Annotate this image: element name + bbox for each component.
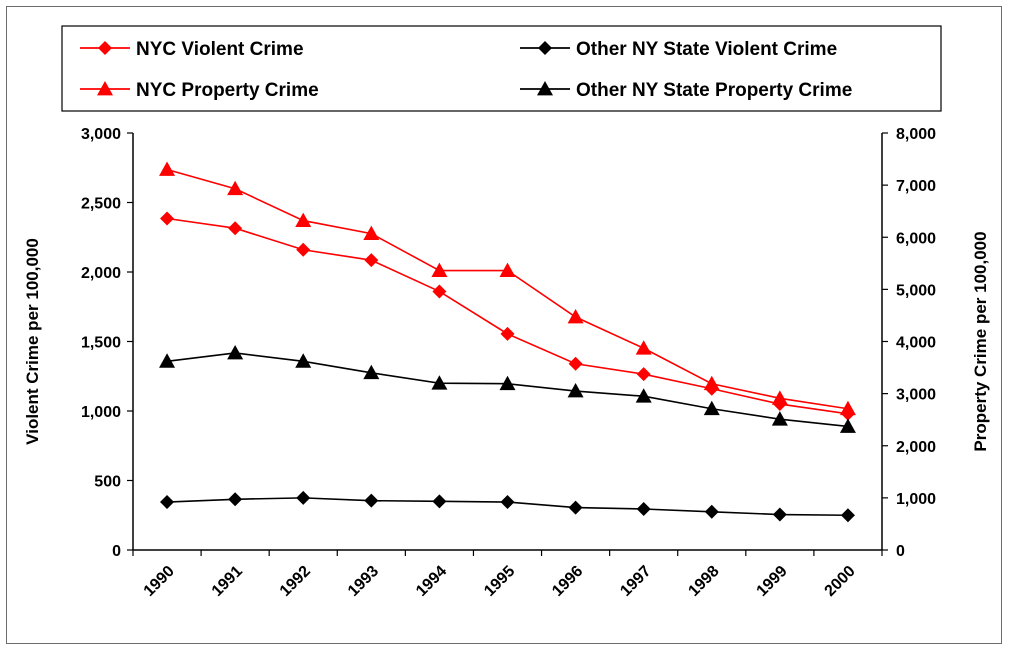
x-tick-label: 1996 bbox=[549, 563, 586, 600]
data-point-triangle bbox=[227, 180, 244, 196]
y-tick-label-left: 0 bbox=[112, 543, 121, 560]
x-tick-label: 2000 bbox=[822, 563, 859, 600]
legend-label: Other NY State Property Crime bbox=[576, 80, 852, 101]
data-point-triangle bbox=[567, 309, 584, 324]
data-point-diamond bbox=[160, 495, 175, 510]
legend-marker bbox=[537, 81, 553, 96]
data-point-triangle bbox=[635, 340, 652, 355]
y-tick-label-left: 2,500 bbox=[81, 196, 121, 213]
y-tick-label-right: 0 bbox=[896, 543, 905, 560]
data-point-diamond bbox=[500, 326, 515, 341]
legend-frame bbox=[61, 25, 942, 112]
data-point-triangle bbox=[159, 161, 176, 176]
y-axis-title-right: Property Crime per 100,000 bbox=[971, 231, 990, 451]
data-point-diamond bbox=[840, 508, 855, 523]
legend-marker bbox=[97, 81, 113, 96]
y-tick-label-right: 8,000 bbox=[896, 126, 936, 143]
x-tick-label: 1992 bbox=[277, 563, 314, 600]
y-tick-label-left: 2,000 bbox=[81, 265, 121, 282]
legend-item: Other NY State Property Crime bbox=[520, 80, 852, 101]
data-point-diamond bbox=[568, 500, 583, 515]
x-tick-label: 1994 bbox=[413, 563, 450, 600]
legend: NYC Violent Crime Other NY State Violent … bbox=[61, 25, 942, 112]
legend-label: NYC Violent Crime bbox=[136, 39, 304, 60]
data-point-diamond bbox=[364, 253, 379, 268]
series-line bbox=[166, 168, 849, 410]
legend-label: NYC Property Crime bbox=[136, 80, 319, 101]
series-layer bbox=[159, 161, 856, 523]
y-tick-label-right: 5,000 bbox=[896, 282, 936, 299]
y-tick-label-right: 3,000 bbox=[896, 387, 936, 404]
y-tick-label-right: 6,000 bbox=[896, 230, 936, 247]
data-point-triangle bbox=[703, 375, 720, 391]
y-tick-label-left: 1,500 bbox=[81, 335, 121, 352]
data-point-triangle bbox=[499, 262, 516, 278]
data-point-triangle bbox=[499, 375, 516, 391]
data-point-triangle bbox=[839, 418, 856, 433]
axes: 0 500 1,000 1,500 2,000 2,500 3,000 0 1,000 2,000… bbox=[81, 126, 936, 600]
series-2 bbox=[159, 161, 856, 416]
data-point-triangle bbox=[363, 225, 380, 241]
data-point-triangle bbox=[771, 411, 788, 426]
data-point-diamond bbox=[296, 490, 311, 505]
x-tick-label: 1993 bbox=[345, 563, 382, 600]
data-point-triangle bbox=[295, 212, 312, 227]
data-point-diamond bbox=[568, 356, 583, 371]
data-point-triangle bbox=[771, 390, 788, 405]
data-point-diamond bbox=[432, 494, 447, 509]
data-point-triangle bbox=[635, 388, 652, 403]
data-point-triangle bbox=[363, 364, 380, 380]
y-tick-label-right: 7,000 bbox=[896, 178, 936, 195]
legend-item: NYC Violent Crime bbox=[80, 39, 304, 60]
legend-marker bbox=[538, 41, 552, 55]
x-tick-label: 1995 bbox=[481, 563, 518, 600]
data-point-triangle bbox=[295, 353, 312, 368]
legend-item: Other NY State Violent Crime bbox=[520, 39, 837, 60]
x-tick-label: 1990 bbox=[141, 563, 178, 600]
data-point-triangle bbox=[567, 383, 584, 398]
y-tick-label-left: 1,000 bbox=[81, 404, 121, 421]
x-tick-label: 1998 bbox=[685, 563, 722, 600]
series-3 bbox=[159, 344, 856, 433]
data-point-triangle bbox=[431, 375, 448, 390]
x-tick-label: 1991 bbox=[209, 563, 246, 600]
data-point-diamond bbox=[704, 504, 719, 519]
data-point-diamond bbox=[432, 284, 447, 299]
chart-frame bbox=[6, 6, 1002, 644]
y-tick-label-right: 2,000 bbox=[896, 439, 936, 456]
data-point-diamond bbox=[160, 211, 175, 226]
data-point-diamond bbox=[296, 242, 311, 257]
data-point-triangle bbox=[839, 400, 856, 416]
data-point-diamond bbox=[500, 495, 515, 510]
y-tick-label-left: 500 bbox=[94, 474, 121, 491]
data-point-triangle bbox=[227, 344, 244, 360]
legend-marker bbox=[98, 41, 112, 55]
x-tick-label: 1997 bbox=[617, 563, 654, 600]
x-tick-label: 1999 bbox=[754, 563, 791, 600]
data-point-diamond bbox=[228, 492, 243, 507]
data-point-diamond bbox=[636, 501, 651, 516]
legend-label: Other NY State Violent Crime bbox=[576, 39, 837, 60]
data-point-triangle bbox=[703, 400, 720, 416]
series-1 bbox=[160, 490, 855, 523]
y-tick-label-left: 3,000 bbox=[81, 126, 121, 143]
data-point-diamond bbox=[364, 493, 379, 508]
y-axis-title-left: Violent Crime per 100,000 bbox=[23, 238, 42, 445]
data-point-diamond bbox=[772, 507, 787, 522]
legend-item: NYC Property Crime bbox=[80, 80, 319, 101]
data-point-diamond bbox=[636, 367, 651, 382]
data-point-triangle bbox=[431, 262, 448, 278]
y-tick-label-right: 1,000 bbox=[896, 491, 936, 508]
data-point-triangle bbox=[159, 353, 176, 368]
y-tick-label-right: 4,000 bbox=[896, 335, 936, 352]
data-point-diamond bbox=[228, 221, 243, 236]
